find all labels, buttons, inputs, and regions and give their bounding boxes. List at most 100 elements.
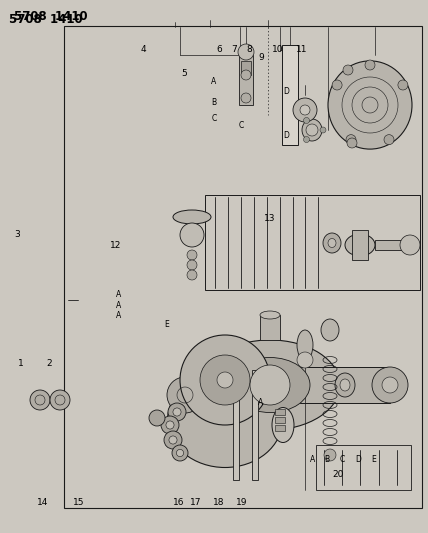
Text: 1: 1 — [18, 359, 24, 368]
Text: 5708  1410: 5708 1410 — [14, 10, 88, 23]
Circle shape — [382, 377, 398, 393]
Text: 18: 18 — [213, 498, 224, 506]
Ellipse shape — [321, 319, 339, 341]
Circle shape — [172, 445, 188, 461]
Circle shape — [250, 365, 290, 405]
Circle shape — [343, 65, 353, 75]
Circle shape — [187, 250, 197, 260]
Circle shape — [241, 70, 251, 80]
Circle shape — [238, 44, 254, 60]
Circle shape — [306, 124, 318, 136]
Ellipse shape — [345, 234, 375, 256]
Text: 15: 15 — [73, 498, 84, 506]
Circle shape — [187, 260, 197, 270]
Circle shape — [169, 436, 177, 444]
Circle shape — [398, 80, 408, 90]
Bar — [260, 315, 280, 340]
Ellipse shape — [173, 210, 211, 224]
Text: 16: 16 — [173, 498, 184, 506]
Circle shape — [324, 449, 336, 461]
Circle shape — [400, 235, 420, 255]
Circle shape — [187, 270, 197, 280]
Circle shape — [347, 138, 357, 148]
Bar — [375, 240, 410, 250]
Text: A: A — [116, 301, 122, 310]
Circle shape — [293, 98, 317, 122]
Text: C: C — [238, 122, 244, 130]
Circle shape — [180, 335, 270, 425]
Ellipse shape — [260, 311, 280, 319]
Circle shape — [161, 416, 179, 434]
Text: 20: 20 — [333, 470, 344, 479]
Bar — [64, 26, 422, 508]
Bar — [275, 409, 285, 415]
Text: 19: 19 — [236, 498, 247, 506]
Ellipse shape — [212, 373, 247, 398]
Circle shape — [173, 408, 181, 416]
Ellipse shape — [328, 61, 412, 149]
Text: D: D — [355, 455, 361, 464]
Bar — [233, 370, 239, 480]
Text: 2: 2 — [46, 359, 52, 368]
Ellipse shape — [230, 358, 310, 413]
Text: A: A — [258, 398, 263, 407]
Text: A: A — [211, 77, 217, 85]
Text: 4: 4 — [140, 45, 146, 53]
Text: 13: 13 — [264, 214, 275, 223]
Text: A: A — [310, 455, 315, 464]
Text: 11: 11 — [296, 45, 307, 53]
Bar — [316, 445, 411, 490]
Circle shape — [320, 127, 326, 133]
Circle shape — [50, 390, 70, 410]
Text: B: B — [211, 98, 217, 107]
Circle shape — [217, 372, 233, 388]
Circle shape — [303, 136, 309, 142]
Text: 17: 17 — [190, 498, 202, 506]
Circle shape — [30, 390, 50, 410]
Text: E: E — [371, 455, 376, 464]
Circle shape — [297, 352, 313, 368]
Bar — [352, 230, 368, 260]
Text: B: B — [324, 455, 329, 464]
Ellipse shape — [340, 379, 350, 391]
Text: 7: 7 — [232, 45, 238, 53]
Text: 3: 3 — [14, 230, 20, 239]
Circle shape — [365, 60, 375, 70]
Circle shape — [303, 117, 309, 124]
Text: 5: 5 — [181, 69, 187, 78]
Text: A: A — [116, 290, 122, 299]
Circle shape — [300, 105, 310, 115]
Text: 10: 10 — [272, 45, 283, 53]
Text: 14: 14 — [37, 498, 48, 506]
Circle shape — [176, 449, 184, 457]
Circle shape — [168, 403, 186, 421]
Circle shape — [372, 367, 408, 403]
Ellipse shape — [335, 373, 355, 397]
Bar — [205, 195, 420, 290]
Circle shape — [180, 223, 204, 247]
Circle shape — [149, 410, 165, 426]
Ellipse shape — [302, 119, 322, 141]
Ellipse shape — [167, 373, 282, 467]
Circle shape — [384, 135, 394, 144]
Text: 6: 6 — [216, 45, 222, 53]
Text: C: C — [340, 455, 345, 464]
Text: 8: 8 — [246, 45, 252, 53]
Text: E: E — [164, 320, 169, 328]
Ellipse shape — [323, 233, 341, 253]
Circle shape — [346, 135, 356, 144]
Circle shape — [241, 93, 251, 103]
Ellipse shape — [200, 340, 340, 430]
Circle shape — [166, 421, 174, 429]
Text: C: C — [211, 114, 217, 123]
Bar — [282, 45, 298, 145]
Text: D: D — [283, 132, 289, 140]
Circle shape — [164, 431, 182, 449]
Ellipse shape — [297, 330, 313, 360]
Bar — [252, 370, 258, 480]
Bar — [275, 425, 285, 431]
Text: D: D — [283, 87, 289, 96]
Text: 5708  1410: 5708 1410 — [9, 13, 82, 26]
Circle shape — [200, 355, 250, 405]
Circle shape — [167, 377, 203, 413]
